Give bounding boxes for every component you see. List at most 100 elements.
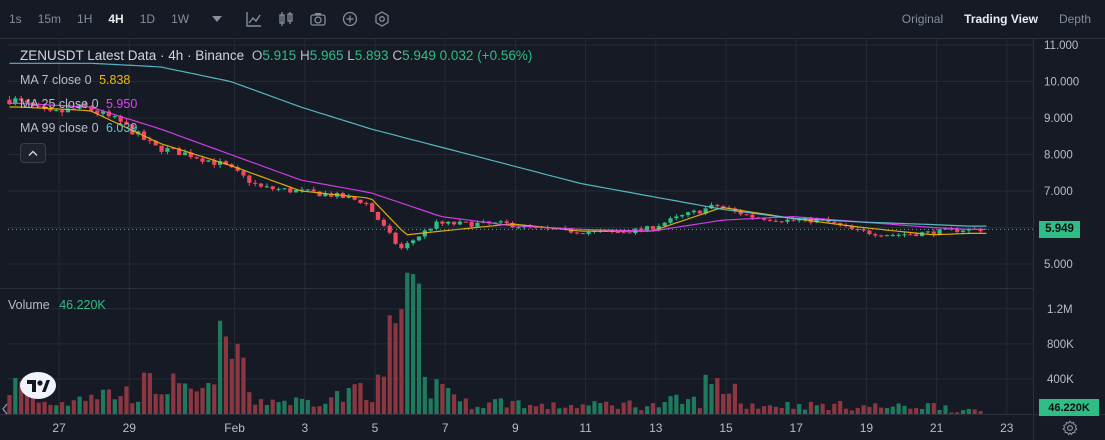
tradingview-logo-icon[interactable] <box>20 372 56 399</box>
volume-bar <box>235 343 240 414</box>
ma99-line <box>9 62 987 227</box>
volume-bar <box>949 412 954 414</box>
volume-tick-label: 400K <box>1047 374 1074 386</box>
volume-bar <box>136 401 141 414</box>
volume-bar <box>668 396 673 414</box>
price-chart[interactable]: 11.00010.0009.0008.0007.0006.0005.0001.2… <box>0 38 1105 440</box>
indicators-icon[interactable] <box>246 11 262 27</box>
candle-body <box>346 196 351 198</box>
ma25-label: MA 25 close 0 <box>20 97 99 111</box>
candle-body <box>715 204 720 207</box>
volume-bar <box>171 373 176 414</box>
volume-bar <box>305 399 310 414</box>
view-trading-view[interactable]: Trading View <box>964 12 1038 26</box>
price-tick-label: 5.000 <box>1044 259 1073 271</box>
ma7-line <box>9 106 987 236</box>
volume-bar <box>288 405 293 414</box>
collapse-legend-button[interactable] <box>20 143 46 163</box>
volume-bar <box>358 382 363 414</box>
gear-icon[interactable] <box>1061 419 1079 437</box>
settings-hex-icon[interactable] <box>374 11 390 27</box>
candle-body <box>896 234 901 236</box>
camera-icon[interactable] <box>310 11 326 27</box>
volume-bar <box>662 401 667 414</box>
candle-body <box>551 228 556 230</box>
timeframe-1s[interactable]: 1s <box>9 12 22 26</box>
candle-body <box>112 116 117 118</box>
candle-body <box>914 234 919 237</box>
volume-bar <box>960 410 966 414</box>
chevron-down-icon[interactable] <box>209 11 225 27</box>
ma7-label: MA 7 close 0 <box>20 73 92 87</box>
volume-bar <box>528 404 533 414</box>
volume-bar <box>873 403 878 414</box>
volume-bar <box>797 404 802 414</box>
volume-bar <box>656 407 661 414</box>
candle-body <box>19 98 24 101</box>
candle-body <box>42 106 47 109</box>
volume-bar <box>264 404 269 414</box>
candle-body <box>867 230 872 235</box>
candle-body <box>750 214 755 218</box>
plus-circle-icon[interactable] <box>342 11 358 27</box>
volume-bar <box>685 399 691 414</box>
volume-label: Volume <box>8 298 50 312</box>
volume-bar <box>177 383 182 414</box>
timeframe-1h[interactable]: 1H <box>77 12 93 26</box>
timeframe-4h[interactable]: 4H <box>108 12 124 26</box>
volume-bar <box>299 398 305 414</box>
candle-body <box>668 218 673 223</box>
price-tick-label: 8.000 <box>1044 150 1073 162</box>
volume-bar <box>937 409 942 414</box>
timeframe-1w[interactable]: 1W <box>171 12 190 26</box>
close-value: 5.949 <box>402 48 436 63</box>
ma25-line <box>9 102 987 232</box>
volume-bar <box>604 401 609 414</box>
candle-body <box>130 124 135 135</box>
volume-bar <box>674 394 679 414</box>
candle-body <box>656 226 661 230</box>
candle-body <box>370 203 375 212</box>
volume-bar <box>217 320 223 414</box>
volume-bar <box>867 406 872 414</box>
volume-bar <box>791 408 796 414</box>
view-original[interactable]: Original <box>901 12 944 26</box>
volume-bar <box>329 397 334 414</box>
candle-body <box>937 229 942 235</box>
volume-bar <box>124 386 129 414</box>
candle-body <box>153 140 158 146</box>
volume-bar <box>241 357 246 414</box>
candle-body <box>305 189 310 191</box>
volume-bar <box>890 406 895 414</box>
candle-type-icon[interactable] <box>278 11 294 27</box>
candle-body <box>504 221 509 223</box>
candle-body <box>890 235 895 237</box>
candle-body <box>855 228 860 230</box>
timeframe-15m[interactable]: 15m <box>37 12 62 26</box>
volume-bar <box>387 315 392 414</box>
volume-bar <box>609 405 615 414</box>
volume-bar <box>580 404 585 414</box>
candle-body <box>814 218 819 223</box>
time-tick-label: Feb <box>224 421 245 435</box>
volume-bar <box>48 404 53 414</box>
volume-legend: Volume 46.220K <box>8 298 106 312</box>
view-depth[interactable]: Depth <box>1058 12 1091 26</box>
volume-bar <box>334 391 340 414</box>
scroll-left-icon[interactable] <box>1 402 9 416</box>
timeframe-1d[interactable]: 1D <box>139 12 156 26</box>
candle-body <box>674 216 679 219</box>
volume-bar <box>370 402 375 414</box>
volume-bar <box>276 402 281 414</box>
low-value: 5.893 <box>354 48 389 63</box>
open-value: 5.915 <box>262 48 297 63</box>
time-tick-label: 27 <box>52 421 66 435</box>
volume-bar <box>645 406 650 414</box>
ma99-legend: MA 99 close 0 6.039 <box>20 121 137 135</box>
time-tick-label: 23 <box>1000 421 1014 435</box>
candle-body <box>884 235 890 237</box>
volume-bar <box>498 398 503 414</box>
volume-bar <box>955 412 960 414</box>
candle-body <box>235 167 240 171</box>
volume-bar <box>598 403 603 414</box>
